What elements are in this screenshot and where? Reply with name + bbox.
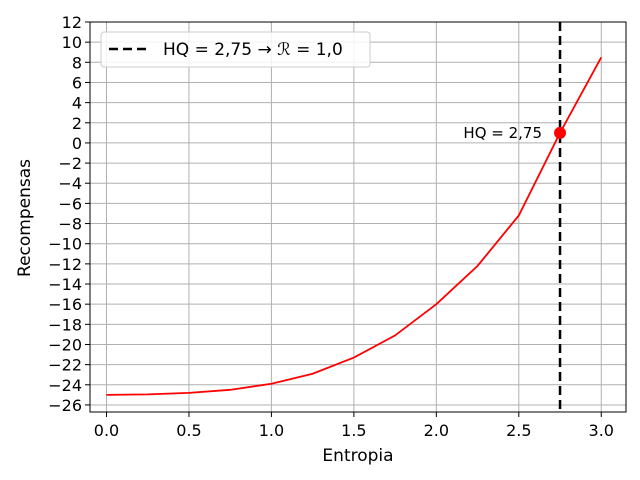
legend-label: HQ = 2,75 → ℛ = 1,0 xyxy=(163,40,343,60)
reward-line xyxy=(106,56,603,396)
y-tick-label: 4 xyxy=(72,94,82,113)
x-tick-label: 0.5 xyxy=(176,421,201,440)
y-tick-label: −8 xyxy=(58,215,82,234)
plot-frame xyxy=(89,21,627,413)
y-tick-label: −14 xyxy=(48,275,82,294)
y-tick-label: −18 xyxy=(48,315,82,334)
y-tick-label: 0 xyxy=(72,134,82,153)
highlight-point xyxy=(554,126,567,139)
y-tick-label: −16 xyxy=(48,295,82,314)
x-axis-label: Entropia xyxy=(322,446,393,466)
y-tick-label: −6 xyxy=(58,194,82,213)
grid xyxy=(90,21,626,412)
y-tick-label: −24 xyxy=(48,376,82,395)
y-tick-label: −2 xyxy=(58,154,82,173)
x-axis-ticks: 0.0 0.5 1.0 1.5 2.0 2.5 3.0 xyxy=(94,412,614,440)
y-tick-label: −10 xyxy=(48,235,82,254)
y-tick-label: −4 xyxy=(58,174,82,193)
point-annotation: HQ = 2,75 xyxy=(463,124,542,142)
y-tick-label: −22 xyxy=(48,356,82,375)
y-tick-label: 2 xyxy=(72,114,82,133)
y-axis-ticks: 121086420−2−4−6−8−10−12−14−16−18−20−22−2… xyxy=(48,13,90,415)
y-tick-label: −12 xyxy=(48,255,82,274)
x-tick-label: 2.5 xyxy=(506,421,531,440)
y-tick-label: 10 xyxy=(62,33,82,52)
y-tick-label: −26 xyxy=(48,396,82,415)
y-tick-label: 6 xyxy=(72,73,82,92)
series-layer xyxy=(106,22,603,412)
legend: HQ = 2,75 → ℛ = 1,0 xyxy=(100,31,371,68)
y-tick-label: 8 xyxy=(72,53,82,72)
y-tick-label: 12 xyxy=(62,13,82,32)
x-tick-label: 1.5 xyxy=(341,421,366,440)
x-tick-label: 1.0 xyxy=(259,421,284,440)
x-tick-label: 2.0 xyxy=(424,421,449,440)
y-axis-label: Recompensas xyxy=(15,159,35,277)
legend-box xyxy=(100,31,371,68)
x-tick-label: 0.0 xyxy=(94,421,119,440)
y-tick-label: −20 xyxy=(48,335,82,354)
x-tick-label: 3.0 xyxy=(589,421,614,440)
